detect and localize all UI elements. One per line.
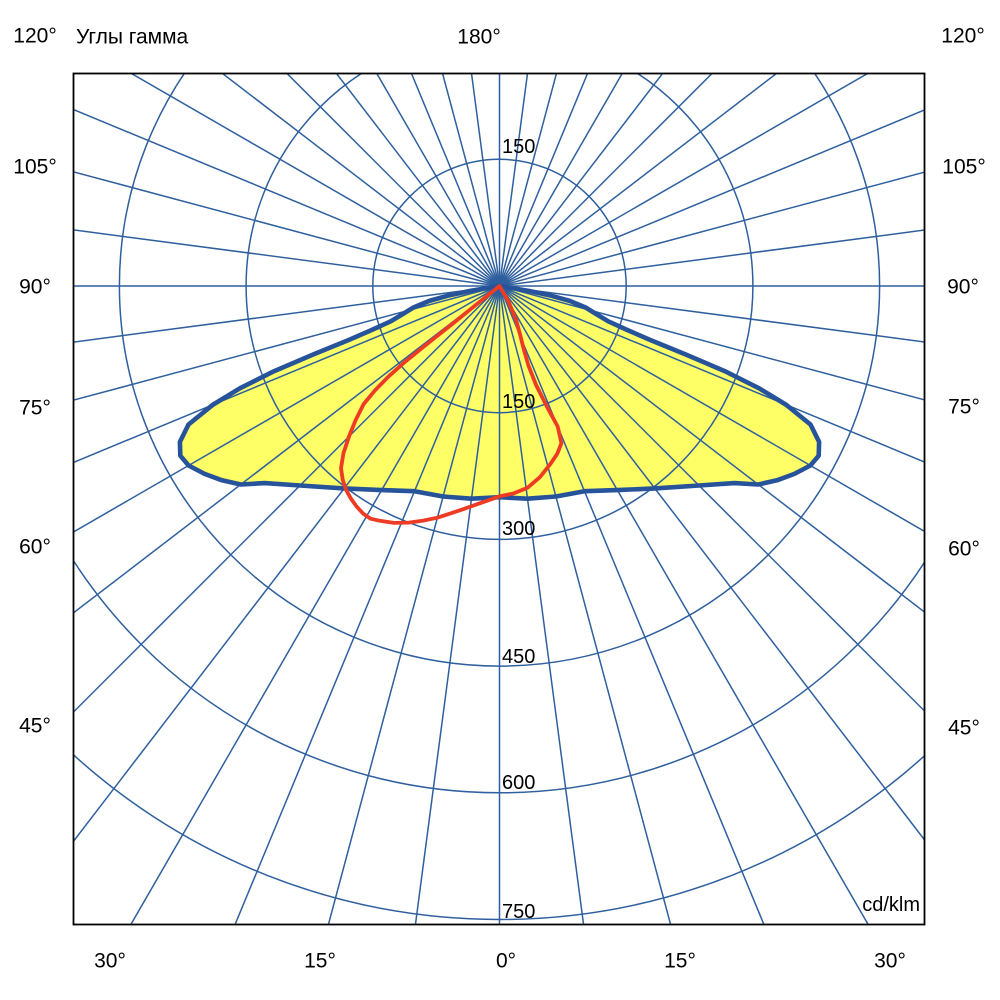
- grid-spoke-R37.5: [498, 285, 925, 842]
- grid-spoke-R150: [498, 73, 624, 287]
- grid-spoke-L45: [73, 285, 501, 714]
- grid-spoke-L105: [73, 171, 500, 287]
- grid-spoke-R67.5: [499, 285, 925, 463]
- grid-spoke-R52.5: [499, 285, 925, 614]
- gamma-label-left-105: 105°: [13, 155, 57, 179]
- grid-spoke-R60: [499, 285, 925, 533]
- grid-spoke-L157.5: [410, 73, 501, 287]
- chart-title: Углы гамма: [76, 25, 189, 49]
- gamma-label-right-75: 75°: [948, 395, 980, 419]
- grid-spoke-R30: [498, 285, 870, 925]
- radial-tick-600: 600: [502, 772, 536, 794]
- gamma-label-left-75: 75°: [19, 396, 51, 420]
- gamma-label-right-105: 105°: [942, 155, 986, 179]
- gamma-label-right-60: 60°: [948, 537, 980, 561]
- grid-spoke-R75: [499, 285, 925, 401]
- grid-spoke-L75: [73, 285, 500, 401]
- gamma-label-left-45: 45°: [19, 714, 51, 738]
- grid-spoke-R127.5: [499, 73, 778, 287]
- grid-spoke-L67.5: [73, 285, 500, 464]
- grid-spoke-R142.5: [498, 73, 664, 287]
- plot-border: [72, 72, 926, 926]
- grid-spoke-L60: [73, 285, 500, 533]
- grid-spoke-L30: [129, 285, 501, 925]
- grid-spoke-L52.5: [73, 285, 500, 614]
- grid-spoke-L127.5: [221, 73, 500, 287]
- grid-spoke-L172.5: [470, 73, 501, 287]
- grid-spoke-L150: [375, 73, 501, 287]
- gamma-label-bottom-0: 0°: [495, 949, 517, 973]
- gamma-label-bottom-30-right: 30°: [874, 949, 906, 973]
- radial-tick-750: 750: [502, 901, 536, 923]
- grid-spoke-R112.5: [499, 109, 925, 287]
- grid-spoke-L142.5: [335, 73, 501, 287]
- gamma-label-left-120: 120°: [13, 24, 57, 48]
- gamma-label-bottom-15-right: 15°: [664, 949, 696, 973]
- grid-spoke-R15: [498, 285, 672, 925]
- radial-tick-300: 300: [502, 518, 536, 540]
- gamma-label-top-180: 180°: [457, 25, 501, 49]
- grid-spoke-R120: [499, 73, 870, 287]
- grid-spoke-L165: [441, 73, 501, 287]
- grid-spoke-L120: [129, 73, 500, 287]
- grid-spoke-L112.5: [73, 108, 500, 287]
- grid-spoke-R172.5: [498, 73, 529, 287]
- unit-label: cd/klm: [862, 894, 920, 916]
- grid-spoke-L15: [327, 285, 501, 925]
- grid-spoke-R45: [498, 285, 925, 713]
- grid-spoke-L37.5: [73, 285, 501, 843]
- gamma-label-right-120: 120°: [941, 24, 985, 48]
- grid-spoke-R165: [498, 73, 558, 287]
- gamma-label-left-60: 60°: [19, 535, 51, 559]
- grid-spoke-L135: [285, 73, 501, 287]
- radial-tick-450: 450: [502, 646, 536, 668]
- gamma-label-bottom-30-left: 30°: [94, 949, 126, 973]
- gamma-label-right-45: 45°: [948, 716, 980, 740]
- grid-spoke-R135: [498, 73, 714, 287]
- grid-spoke-L82.5: [73, 285, 500, 343]
- grid-spoke-R97.5: [499, 229, 925, 287]
- radial-tick-150-top: 150: [502, 136, 536, 158]
- grid-spoke-L97.5: [73, 229, 500, 287]
- grid-spoke-R7.5: [498, 285, 585, 925]
- gamma-label-right-90: 90°: [947, 275, 979, 299]
- grid-spoke-R157.5: [498, 73, 589, 287]
- gamma-label-bottom-15-left: 15°: [304, 949, 336, 973]
- intensity-curve-red: [339, 284, 564, 525]
- gamma-label-left-90: 90°: [19, 275, 51, 299]
- grid-spoke-L22.5: [234, 285, 501, 925]
- grid-spoke-R105: [499, 171, 925, 287]
- radial-tick-150: 150: [502, 391, 536, 413]
- grid-spoke-R82.5: [499, 285, 925, 343]
- grid-spoke-L7.5: [414, 285, 501, 925]
